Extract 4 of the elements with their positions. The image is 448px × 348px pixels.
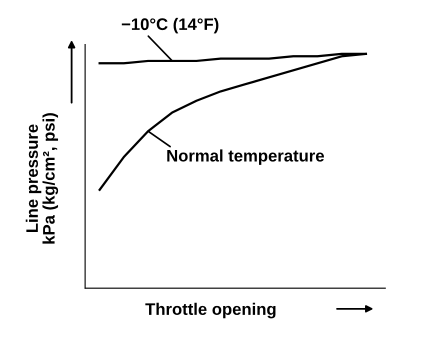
y-axis-title: Line pressure kPa (kg/cm², psi) — [26, 113, 58, 244]
annotation: Normal temperature — [167, 149, 324, 165]
text: −10°C (14°F) — [122, 18, 218, 34]
x-axis-title: Throttle opening — [145, 302, 276, 318]
